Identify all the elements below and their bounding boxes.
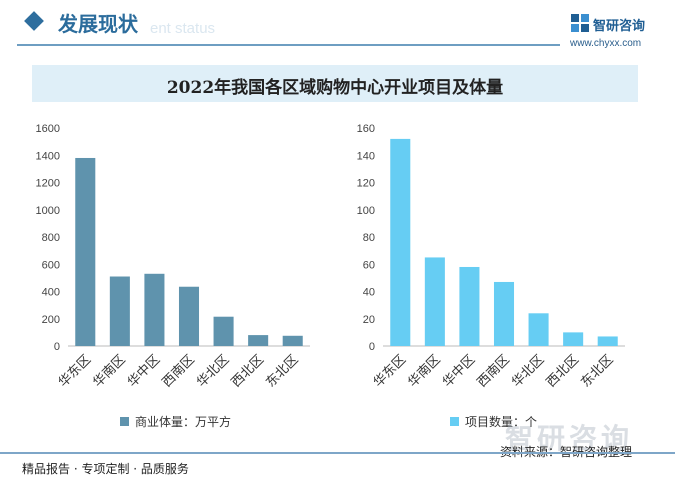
- x-tick-label: 华北区: [194, 352, 232, 390]
- footer-slogan: 精品报告 · 专项定制 · 品质服务: [22, 462, 189, 476]
- x-tick-label: 华中区: [440, 352, 478, 390]
- x-tick-label: 西南区: [159, 352, 198, 391]
- diamond-icon: [24, 11, 44, 31]
- logo-icon: [571, 14, 589, 32]
- x-tick-label: 华北区: [509, 352, 547, 390]
- bar: [178, 286, 200, 346]
- x-tick-label: 西北区: [229, 352, 267, 390]
- x-tick-label: 华南区: [90, 352, 129, 391]
- left-chart: 0 200 400 600 800 1000 1200 1400 1600 华东区 华南区 华中区 西南…: [20, 110, 320, 440]
- bar: [248, 335, 269, 346]
- brand-name: 智研咨询: [593, 19, 646, 34]
- y-tick-label: 140: [357, 150, 375, 162]
- right-chart: 0 20 40 60 80 100 120 140 160 华东区 华南区 华中区 西南区 华北区 西北区东…: [335, 110, 635, 440]
- footer-brand-watermark: 智研咨询: [505, 422, 634, 455]
- y-tick-label: 120: [357, 178, 375, 190]
- y-tick-label: 160: [357, 123, 375, 135]
- brand-url: www.chyxx.com: [570, 38, 642, 49]
- y-tick-label: 1600: [36, 123, 60, 135]
- y-tick-label: 20: [363, 314, 375, 326]
- left-legend: 商业体量：万平方: [120, 413, 231, 430]
- y-tick-label: 200: [42, 314, 60, 326]
- y-tick-label: 1000: [36, 205, 60, 217]
- x-tick-label: 西南区: [474, 352, 513, 391]
- y-tick-label: 1200: [36, 178, 60, 190]
- x-tick-label: 东北区: [578, 352, 616, 390]
- bar: [563, 332, 584, 346]
- x-tick-label: 华南区: [405, 352, 444, 391]
- y-tick-label: 60: [363, 259, 375, 271]
- y-tick-label: 100: [357, 205, 375, 217]
- bar: [459, 266, 480, 346]
- title-band: 2022年我国各区域购物中心开业项目及体量: [32, 65, 638, 102]
- x-tick-label: 西北区: [544, 352, 582, 390]
- section-subtitle: ent status: [150, 20, 216, 37]
- y-tick-label: 0: [54, 341, 60, 353]
- chart-title: 2022年我国各区域购物中心开业项目及体量: [166, 78, 504, 98]
- x-tick-label: 华中区: [125, 352, 163, 390]
- y-tick-label: 600: [42, 259, 60, 271]
- right-legend-label: 项目数量：个: [465, 415, 538, 429]
- bar: [597, 336, 618, 346]
- left-legend-swatch: [120, 417, 129, 426]
- left-chart-svg: 0 200 400 600 800 1000 1200 1400 1600 华东区华南区华中区西南…: [36, 123, 310, 391]
- bar: [424, 257, 445, 346]
- x-tick-label: 华东区: [371, 352, 409, 390]
- right-legend: 项目数量：个: [450, 413, 537, 430]
- y-tick-label: 40: [363, 287, 375, 299]
- bar: [109, 276, 130, 346]
- y-tick-label: 400: [42, 287, 60, 299]
- y-tick-label: 800: [42, 232, 60, 244]
- bar: [282, 335, 303, 346]
- bar: [75, 157, 96, 346]
- header-divider: [17, 44, 560, 46]
- bar: [144, 273, 165, 346]
- footer-divider: [0, 452, 675, 454]
- right-chart-svg: 0 20 40 60 80 100 120 140 160 华东区华南区华中区西南区华北区西北区东…: [357, 123, 625, 391]
- y-tick-label: 1400: [36, 150, 60, 162]
- bar: [493, 281, 515, 346]
- left-legend-label: 商业体量：万平方: [135, 415, 232, 429]
- bar: [528, 313, 549, 346]
- y-tick-label: 80: [363, 232, 375, 244]
- header: ent status 发展现状 智研咨询 www.chyxx.com: [0, 0, 675, 50]
- y-tick-label: 0: [369, 341, 375, 353]
- x-tick-label: 东北区: [263, 352, 301, 390]
- bar: [390, 138, 411, 346]
- right-legend-swatch: [450, 417, 459, 426]
- x-tick-label: 华东区: [56, 352, 94, 390]
- bar: [213, 316, 234, 346]
- section-title: 发展现状: [58, 12, 138, 36]
